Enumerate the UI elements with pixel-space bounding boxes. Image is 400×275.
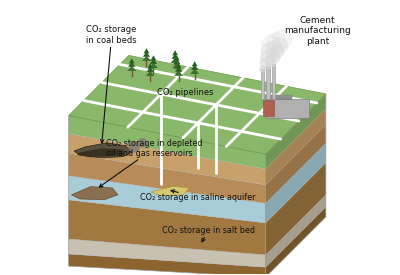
Polygon shape bbox=[69, 116, 266, 169]
Polygon shape bbox=[176, 63, 182, 68]
Polygon shape bbox=[151, 186, 189, 196]
Circle shape bbox=[138, 139, 147, 147]
Circle shape bbox=[266, 48, 278, 60]
Polygon shape bbox=[69, 56, 326, 154]
Circle shape bbox=[130, 142, 139, 152]
Polygon shape bbox=[69, 153, 266, 203]
Polygon shape bbox=[142, 56, 151, 61]
Text: CO₂ storage in depleted
oil and gas reservoirs: CO₂ storage in depleted oil and gas rese… bbox=[99, 139, 202, 187]
Polygon shape bbox=[266, 109, 326, 185]
Text: CO₂ pipelines: CO₂ pipelines bbox=[157, 88, 213, 97]
Polygon shape bbox=[172, 50, 178, 55]
Polygon shape bbox=[151, 55, 156, 60]
Circle shape bbox=[271, 53, 280, 62]
Text: CO₂ storage
in coal beds: CO₂ storage in coal beds bbox=[86, 25, 137, 143]
Polygon shape bbox=[147, 63, 153, 68]
Circle shape bbox=[270, 61, 276, 66]
Polygon shape bbox=[128, 62, 136, 67]
Polygon shape bbox=[172, 54, 179, 59]
Polygon shape bbox=[144, 48, 149, 53]
Text: Cement
manufacturing
plant: Cement manufacturing plant bbox=[284, 16, 351, 46]
Circle shape bbox=[272, 45, 284, 57]
Polygon shape bbox=[129, 58, 134, 64]
Polygon shape bbox=[174, 71, 183, 76]
Polygon shape bbox=[175, 67, 182, 72]
Polygon shape bbox=[69, 176, 266, 223]
Polygon shape bbox=[143, 52, 150, 57]
Polygon shape bbox=[72, 187, 118, 200]
FancyBboxPatch shape bbox=[266, 95, 292, 99]
Text: CO₂ storage in saline aquifer: CO₂ storage in saline aquifer bbox=[140, 190, 255, 202]
Polygon shape bbox=[77, 148, 123, 157]
Polygon shape bbox=[173, 59, 180, 64]
Polygon shape bbox=[149, 63, 158, 68]
Circle shape bbox=[266, 56, 274, 65]
Polygon shape bbox=[69, 200, 266, 255]
FancyBboxPatch shape bbox=[266, 99, 309, 118]
Circle shape bbox=[267, 40, 282, 56]
Polygon shape bbox=[69, 134, 266, 185]
Polygon shape bbox=[266, 207, 326, 275]
Polygon shape bbox=[174, 56, 180, 61]
Circle shape bbox=[260, 66, 265, 72]
FancyBboxPatch shape bbox=[272, 64, 275, 99]
Polygon shape bbox=[146, 67, 154, 72]
Polygon shape bbox=[192, 61, 198, 66]
Polygon shape bbox=[266, 125, 326, 203]
Circle shape bbox=[262, 36, 280, 54]
Circle shape bbox=[273, 30, 291, 49]
Polygon shape bbox=[69, 254, 266, 275]
Polygon shape bbox=[170, 58, 180, 63]
Polygon shape bbox=[74, 143, 134, 158]
Circle shape bbox=[261, 51, 273, 63]
Polygon shape bbox=[266, 163, 326, 255]
Polygon shape bbox=[266, 195, 326, 267]
Circle shape bbox=[261, 43, 277, 59]
Circle shape bbox=[265, 64, 270, 69]
FancyBboxPatch shape bbox=[266, 66, 270, 99]
Polygon shape bbox=[172, 63, 181, 68]
FancyBboxPatch shape bbox=[264, 100, 274, 116]
Polygon shape bbox=[127, 66, 136, 71]
Polygon shape bbox=[69, 239, 266, 267]
Polygon shape bbox=[150, 59, 157, 64]
Polygon shape bbox=[146, 71, 155, 76]
Circle shape bbox=[272, 38, 288, 53]
FancyBboxPatch shape bbox=[261, 69, 264, 99]
Polygon shape bbox=[190, 69, 199, 74]
Polygon shape bbox=[191, 65, 198, 70]
Polygon shape bbox=[266, 143, 326, 223]
Polygon shape bbox=[266, 94, 326, 169]
Circle shape bbox=[260, 59, 269, 67]
Text: CO₂ storage in salt bed: CO₂ storage in salt bed bbox=[162, 226, 255, 242]
Circle shape bbox=[267, 33, 286, 51]
